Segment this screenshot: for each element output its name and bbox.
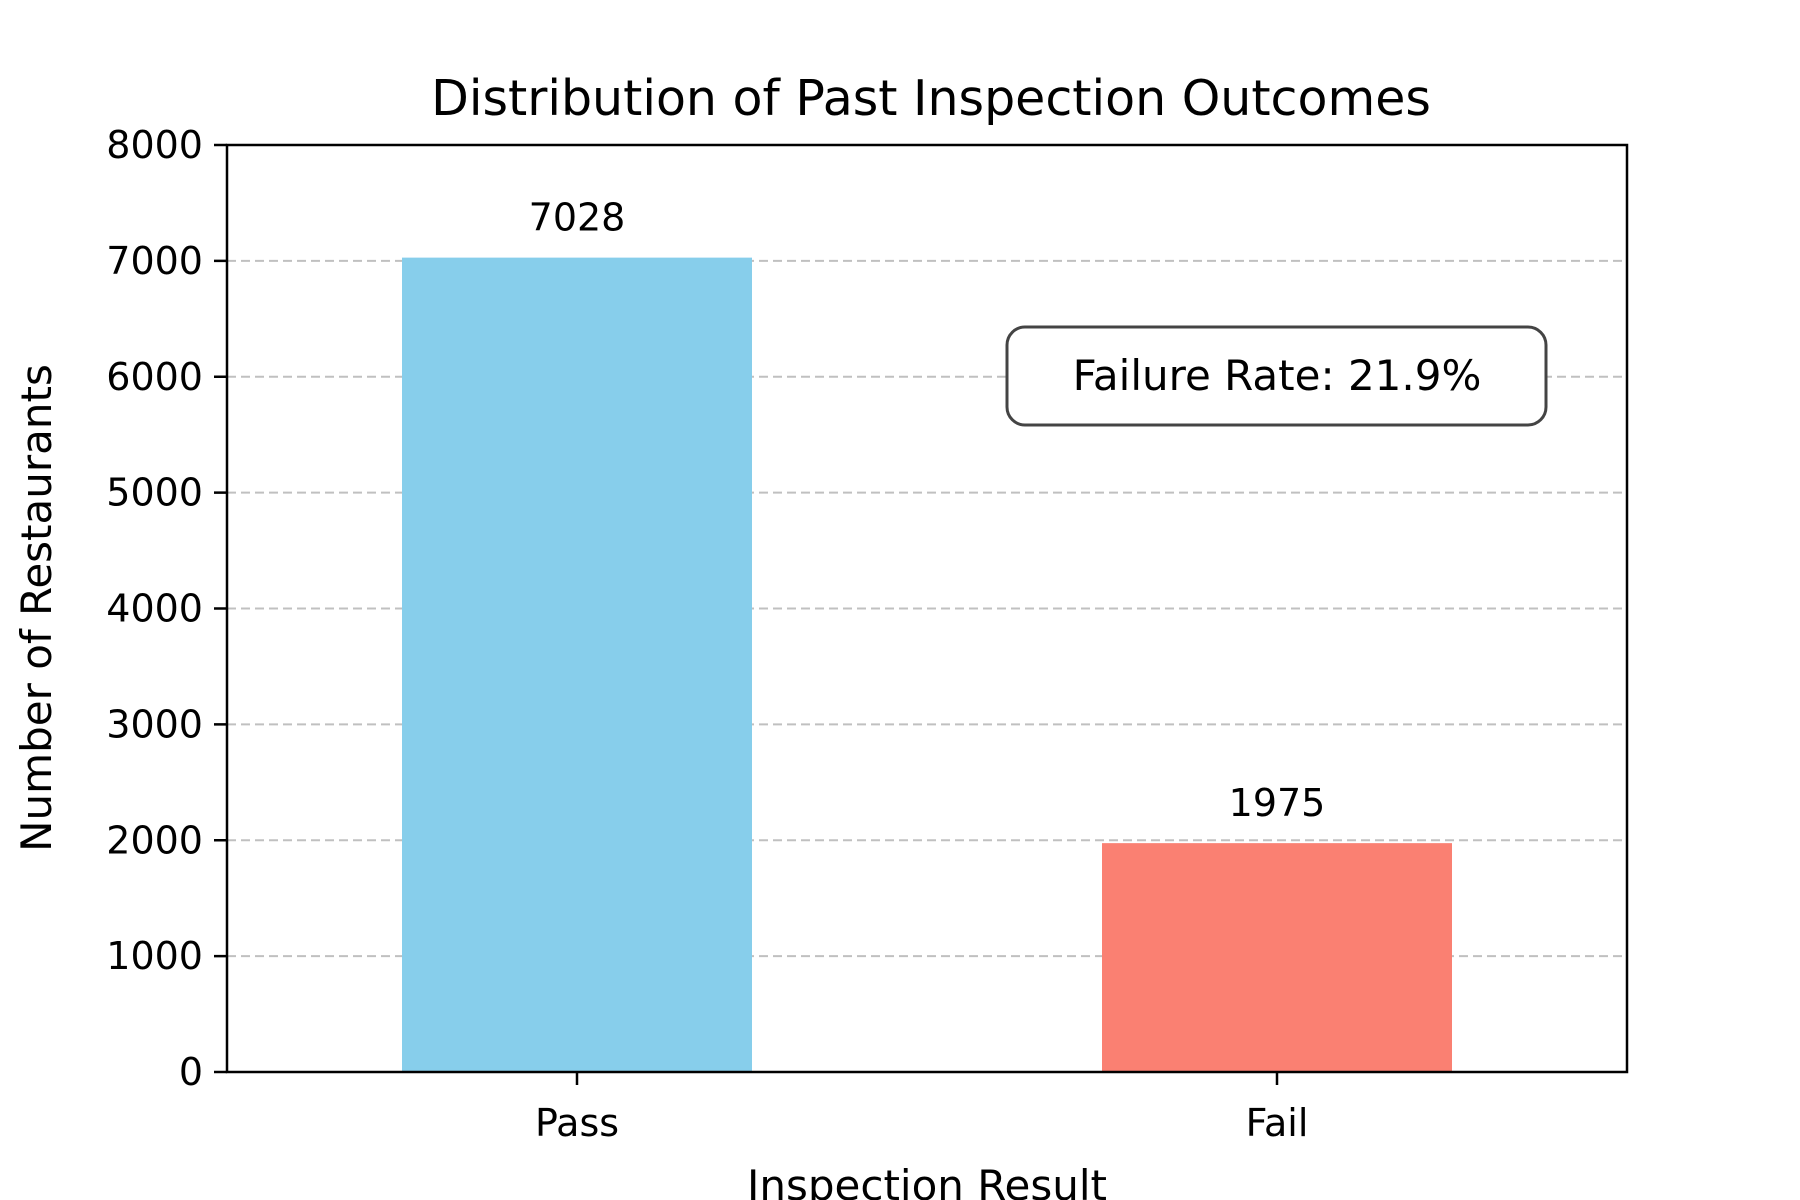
failure-rate-annotation: Failure Rate: 21.9% xyxy=(1073,351,1482,400)
x-tick-label: Pass xyxy=(535,1101,619,1145)
plot-frame xyxy=(225,143,1629,1074)
bars xyxy=(402,257,1452,1072)
bar-fail xyxy=(1102,843,1452,1072)
bar-value-label: 1975 xyxy=(1229,781,1326,825)
x-axis-label: Inspection Result xyxy=(747,1161,1107,1200)
x-axis-ticks: Pass Fail xyxy=(535,1072,1308,1145)
y-axis-label: Number of Restaurants xyxy=(12,364,61,852)
x-tick-label: Fail xyxy=(1246,1101,1309,1145)
y-tick-label: 7000 xyxy=(106,239,203,283)
y-tick-label: 4000 xyxy=(106,587,203,631)
y-axis-ticks: 0 1000 2000 3000 4000 5000 6000 7000 8000 xyxy=(106,123,227,1094)
y-tick-label: 0 xyxy=(179,1050,203,1094)
bar-value-label: 7028 xyxy=(529,196,626,240)
annotation-box: Failure Rate: 21.9% xyxy=(1005,325,1548,427)
y-tick-label: 1000 xyxy=(106,934,203,978)
annotation-frame xyxy=(1005,325,1548,427)
y-tick-label: 8000 xyxy=(106,123,203,167)
bar-value-labels: 7028 1975 xyxy=(529,196,1326,826)
y-tick-label: 2000 xyxy=(106,818,203,862)
y-tick-label: 3000 xyxy=(106,702,203,746)
y-tick-label: 6000 xyxy=(106,355,203,399)
y-tick-label: 5000 xyxy=(106,471,203,515)
chart-title: Distribution of Past Inspection Outcomes xyxy=(431,70,1431,127)
bar-pass xyxy=(402,257,752,1072)
